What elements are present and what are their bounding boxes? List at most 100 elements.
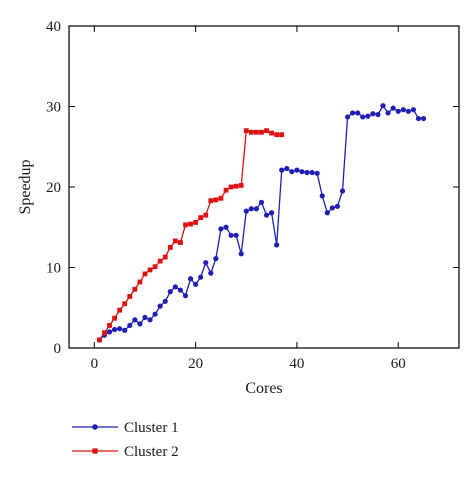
data-point (157, 258, 163, 264)
data-point (208, 198, 214, 204)
data-point (395, 108, 401, 114)
data-point (132, 286, 138, 292)
data-point (223, 187, 229, 193)
data-point (294, 167, 300, 173)
data-point (213, 197, 219, 203)
data-point (213, 256, 219, 262)
data-point (390, 105, 396, 111)
data-point (375, 111, 381, 118)
legend-marker (92, 448, 98, 454)
data-point (157, 303, 163, 309)
y-tick-label: 0 (54, 341, 62, 357)
data-point (183, 222, 188, 228)
data-point (309, 169, 315, 176)
data-point (253, 206, 260, 212)
series-layer (96, 103, 427, 343)
data-point (218, 226, 224, 232)
data-point (162, 298, 168, 304)
legend: Cluster 1 Cluster 2 (72, 420, 179, 460)
data-point (112, 315, 117, 321)
x-tick-label: 20 (188, 356, 203, 372)
data-point (167, 289, 173, 295)
data-point (339, 188, 346, 194)
legend-label: Cluster 2 (124, 444, 179, 460)
axes: 0 20 40 60 0 10 20 30 40 (46, 19, 460, 372)
data-point (274, 132, 280, 138)
data-point (162, 254, 168, 260)
data-point (187, 276, 194, 282)
data-point (248, 206, 254, 212)
data-point (264, 128, 269, 134)
data-point (132, 317, 138, 323)
data-point (263, 212, 270, 218)
data-point (147, 267, 153, 273)
data-point (203, 212, 209, 218)
data-point (152, 311, 158, 317)
data-point (203, 260, 209, 266)
data-point (289, 169, 295, 175)
data-point (334, 203, 341, 209)
data-point (254, 129, 259, 135)
data-point (102, 330, 107, 336)
series-1 (96, 103, 427, 343)
data-point (208, 270, 214, 276)
series-line (98, 129, 282, 341)
data-point (380, 103, 386, 109)
data-point (258, 199, 265, 205)
data-point (167, 244, 173, 250)
data-point (111, 326, 118, 333)
legend-item: Cluster 2 (72, 444, 179, 460)
data-point (122, 327, 128, 333)
data-point (248, 129, 254, 135)
data-point (228, 184, 234, 190)
data-point (193, 281, 199, 288)
data-point (178, 240, 183, 245)
data-point (355, 110, 361, 116)
data-point (304, 169, 310, 176)
data-point (400, 107, 406, 113)
data-point (420, 115, 427, 122)
x-tick-label: 0 (91, 356, 99, 372)
data-point (172, 284, 178, 290)
data-point (365, 113, 371, 119)
data-point (142, 271, 148, 277)
data-point (370, 111, 376, 117)
data-point (238, 251, 244, 257)
data-point (385, 110, 391, 116)
data-point (198, 274, 204, 280)
legend-marker (92, 424, 98, 430)
series-2 (96, 128, 285, 343)
data-point (188, 221, 193, 227)
data-point (137, 321, 143, 327)
data-point (107, 323, 112, 328)
data-point (405, 108, 411, 114)
data-point (147, 317, 153, 323)
data-point (314, 170, 320, 176)
data-point (269, 130, 274, 136)
data-point (193, 220, 199, 225)
data-point (268, 210, 275, 216)
data-point (182, 293, 189, 299)
data-point (415, 115, 422, 122)
data-point (410, 107, 417, 113)
y-tick-label: 20 (46, 180, 61, 196)
x-axis-title: Cores (245, 380, 282, 397)
data-point (350, 110, 356, 116)
data-point (233, 183, 239, 189)
data-point (228, 232, 234, 238)
data-point (127, 294, 133, 299)
x-tick-label: 60 (391, 356, 406, 372)
x-tick-label: 40 (289, 356, 304, 372)
data-point (106, 329, 113, 335)
data-point (324, 210, 330, 216)
data-point (329, 205, 335, 211)
series-line (98, 104, 424, 341)
data-point (243, 208, 249, 214)
y-tick-label: 30 (46, 100, 61, 116)
data-point (243, 128, 249, 134)
data-point (284, 165, 290, 172)
data-point (299, 169, 305, 175)
data-point (117, 307, 123, 313)
